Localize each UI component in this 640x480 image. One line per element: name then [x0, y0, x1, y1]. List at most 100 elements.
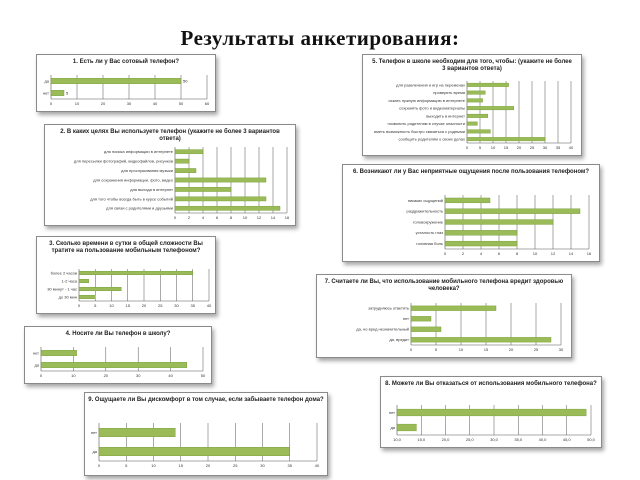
bar — [78, 271, 193, 276]
chart-panel-q3: 3. Сколько времени в сутки в общей сложн… — [36, 236, 216, 314]
bar — [78, 295, 96, 300]
bar — [396, 423, 417, 432]
x-tick-label: 30 — [174, 303, 179, 308]
chart-svg: 9. Ощущаете ли Вы дискомфорт в том случа… — [88, 396, 324, 468]
chart-title: 6. Возникают ли у Вас неприятные ощущени… — [353, 168, 589, 175]
bar — [174, 196, 267, 202]
x-tick-label: 15 — [504, 145, 509, 150]
chart-title: 8. Можете ли Вы отказаться от использова… — [385, 380, 597, 387]
x-tick-label: 35,0 — [514, 437, 523, 442]
chart-panel-q4: 4. Носите ли Вы телефон в школу? 0 10 20 30 4… — [24, 326, 212, 384]
category-label: нет — [389, 410, 395, 415]
bar — [174, 205, 281, 211]
x-tick-label: 20 — [101, 101, 106, 106]
category-label: для связи с родителями и друзьями — [106, 206, 173, 211]
chart-panel-q9: 9. Ощущаете ли Вы дискомфорт в том случа… — [84, 392, 328, 476]
bar — [78, 279, 89, 284]
bar — [466, 121, 478, 126]
chart-svg: 5. Телефон в школе необходим для того, ч… — [372, 58, 574, 150]
x-tick-label: 0 — [78, 303, 81, 308]
bar — [466, 98, 483, 103]
x-tick-label: 5 — [125, 463, 128, 468]
chart-title: 3. Сколько времени в сутки в общей сложн… — [49, 240, 203, 254]
category-label: 1-2 часа — [62, 278, 78, 283]
bar — [98, 447, 290, 456]
x-tick-label: 40 — [569, 145, 574, 150]
chart-svg: 2. В каких целях Вы используете телефон … — [60, 128, 290, 220]
category-label: для развлечения и игр на переменах — [396, 82, 465, 87]
chart-svg: 4. Носите ли Вы телефон в школу? 0 10 20 30 4… — [33, 330, 206, 378]
x-tick-label: 35 — [191, 303, 196, 308]
category-label: искать нужную информацию в интернете — [388, 98, 465, 103]
bar — [40, 350, 77, 356]
x-tick-label: 30 — [136, 373, 141, 378]
x-tick-label: 35 — [288, 463, 293, 468]
bar — [466, 137, 546, 142]
chart-svg: 6. Возникают ли у Вас неприятные ощущени… — [353, 168, 592, 256]
x-tick-label: 10 — [109, 303, 114, 308]
x-tick-label: 0 — [98, 463, 101, 468]
category-label: более 2 часов — [51, 270, 77, 275]
category-label: усталость глаз — [416, 230, 443, 235]
category-label: головная боль — [416, 241, 443, 246]
bar — [466, 82, 509, 87]
bar — [410, 305, 497, 311]
x-tick-label: 0 — [410, 347, 413, 352]
x-tick-label: 2 — [462, 251, 465, 256]
x-tick-label: 10 — [533, 251, 538, 256]
bar — [444, 240, 518, 247]
page-title: Результаты анкетирования: — [180, 26, 460, 50]
bar — [174, 158, 190, 164]
bar — [444, 197, 491, 204]
category-label: нет — [43, 90, 49, 95]
x-tick-label: 10,0 — [393, 437, 402, 442]
x-tick-label: 14 — [569, 251, 574, 256]
category-label: для поиска информации в интернете — [104, 149, 174, 154]
category-label: сохранять фото и видеоматериалы — [399, 106, 465, 111]
x-tick-label: 2 — [188, 215, 191, 220]
x-tick-label: 30 — [559, 347, 564, 352]
x-tick-label: 4 — [202, 215, 205, 220]
x-tick-label: 16 — [285, 215, 290, 220]
category-label: нет — [91, 430, 97, 435]
x-tick-label: 15,0 — [417, 437, 426, 442]
category-label: для пересылки фотографий, видеофайлов, р… — [74, 159, 173, 164]
x-tick-label: 8 — [516, 251, 519, 256]
x-tick-label: 30 — [543, 145, 548, 150]
x-tick-label: 40,0 — [539, 437, 548, 442]
category-label: нет — [403, 316, 409, 321]
category-label: да, вредит — [389, 337, 409, 342]
x-tick-label: 15 — [484, 347, 489, 352]
x-tick-label: 30 — [260, 463, 265, 468]
x-tick-label: 6 — [216, 215, 219, 220]
chart-svg: 8. Можете ли Вы отказаться от использова… — [385, 380, 597, 442]
category-label: сообщить родителям о своих делах — [399, 137, 465, 142]
bar — [466, 113, 488, 118]
x-tick-label: 0 — [50, 101, 53, 106]
bar — [466, 129, 491, 134]
x-tick-label: 6 — [498, 251, 501, 256]
category-label: нет — [33, 350, 39, 355]
bar — [396, 408, 587, 417]
bar — [410, 326, 442, 332]
x-tick-label: 25 — [158, 303, 163, 308]
bar — [410, 337, 552, 343]
chart-title: 4. Носите ли Вы телефон в школу? — [66, 330, 171, 337]
bar — [78, 287, 122, 292]
bar — [444, 230, 518, 236]
category-label: да — [390, 425, 395, 430]
category-label: проверять время — [433, 90, 465, 95]
x-tick-label: 35 — [556, 145, 561, 150]
x-tick-label: 20 — [206, 463, 211, 468]
category-label: головокружение — [413, 219, 444, 224]
x-tick-label: 20,0 — [442, 437, 451, 442]
chart-panel-q2: 2. В каких целях Вы используете телефон … — [44, 124, 296, 226]
category-label: для того чтобы всегда быть в курсе событ… — [90, 196, 173, 201]
data-label: 5 — [66, 90, 69, 95]
bar — [174, 149, 204, 155]
x-tick-label: 16 — [587, 251, 592, 256]
x-tick-label: 40 — [315, 463, 320, 468]
bar — [50, 90, 65, 96]
x-tick-label: 10 — [491, 145, 496, 150]
category-label: позвонить родителям в случае опасности — [388, 121, 465, 126]
